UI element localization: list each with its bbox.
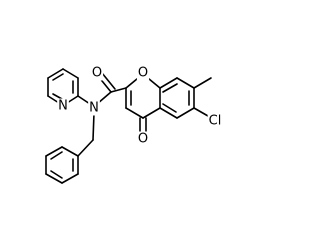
atom-label: O bbox=[92, 66, 102, 81]
molecule: O O O N N Cl bbox=[45, 65, 223, 184]
page: {"atoms": [{"label": "O"}, {"label": "O"… bbox=[45, 65, 223, 184]
atom-label: Cl bbox=[209, 114, 222, 129]
bonds bbox=[45, 68, 212, 184]
atom-label: N bbox=[58, 99, 68, 114]
atom-label: O bbox=[138, 66, 148, 81]
label-background bbox=[57, 98, 69, 114]
label-background bbox=[90, 65, 104, 81]
label-background bbox=[207, 113, 223, 129]
atom-labels: O O O N N Cl bbox=[57, 65, 223, 147]
atom-label: N bbox=[89, 101, 99, 116]
label-background bbox=[88, 100, 100, 116]
atom-label: O bbox=[138, 132, 148, 147]
label-background bbox=[136, 131, 150, 147]
label-background bbox=[136, 65, 150, 81]
